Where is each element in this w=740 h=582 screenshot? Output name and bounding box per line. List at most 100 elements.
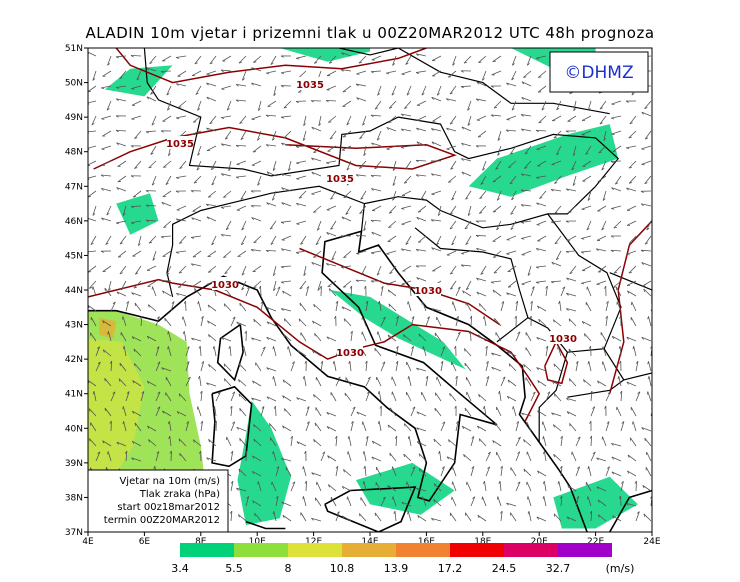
wind-head [296,203,299,206]
wind-head [315,242,319,246]
wind-head [387,485,390,489]
wind-arrow [252,265,262,273]
wind-arrow [245,286,251,297]
wind-arrow [537,470,547,477]
wind-head [611,208,615,210]
wind-arrow [175,190,187,193]
wind-head [611,133,615,136]
wind-arrow [552,319,562,327]
wind-shaft [176,205,187,211]
wind-arrow [551,380,562,387]
wind-shaft [433,498,442,507]
wind-head [341,52,344,56]
wind-head [156,316,160,319]
wind-head [565,188,569,192]
wind-arrow [239,115,247,124]
wind-head [388,303,391,307]
wind-head [118,378,121,382]
wind-arrow [115,115,127,118]
wind-head [532,391,536,395]
wind-head [580,251,584,254]
wind-arrow [506,115,517,121]
wind-head [302,496,304,500]
wind-shaft [482,496,487,507]
wind-arrow [527,265,532,276]
wind-shaft [257,100,262,111]
wind-arrow [406,85,412,96]
wind-arrow [280,173,292,177]
wind-shaft [470,496,476,507]
wind-shaft [131,85,142,89]
wind-arrow [191,337,202,342]
wind-arrow [590,406,596,417]
wind-shaft [206,96,217,102]
wind-head [450,167,454,170]
wind-shaft [588,466,592,477]
wind-arrow [88,160,97,166]
wind-head [552,424,555,428]
wind-shaft [452,466,457,477]
wind-arrow [206,145,217,152]
lat-label: 38N [65,493,83,503]
wind-arrow [253,280,262,289]
wind-shading [116,193,159,235]
wind-head [478,394,480,398]
wind-arrow [416,100,427,106]
wind-arrow [257,175,262,186]
wind-head [581,238,585,240]
wind-shaft [166,265,172,276]
wind-arrow [605,421,610,432]
wind-arrow [241,265,247,276]
wind-arrow [601,346,607,357]
wind-shaft [476,98,487,102]
wind-shaft [497,130,502,141]
wind-arrow [483,480,487,492]
wind-head [641,148,645,150]
wind-shaft [418,453,427,462]
wind-arrow [176,205,187,211]
wind-shaft [404,100,412,109]
wind-head [313,151,317,154]
wind-shaft [314,422,322,432]
wind-shaft [387,235,397,242]
wind-arrow [178,100,187,108]
wind-shaft [320,451,326,462]
wind-arrow [500,376,506,387]
wind-arrow [371,55,382,61]
wind-arrow [611,456,622,462]
wind-arrow [465,190,472,200]
wind-arrow [460,85,472,89]
wind-head [116,187,119,191]
wind-arrow [628,175,637,184]
wind-arrow [175,55,187,59]
wind-head [116,142,119,146]
wind-arrow [376,130,382,141]
wind-shaft [356,411,367,417]
wind-shaft [282,514,292,522]
wind-head [272,376,274,380]
wind-shaft [226,436,232,447]
wind-arrow [628,160,637,169]
wind-shaft [521,189,532,192]
wind-shaft [313,394,322,402]
wind-arrow [408,285,412,297]
wind-arrow [506,292,517,297]
wind-arrow [313,55,322,64]
wind-shaft [236,99,247,102]
wind-shaft [572,145,577,156]
wind-head [304,360,307,364]
wind-shaft [511,190,517,201]
wind-shaft [350,421,354,432]
wind-arrow [434,407,442,417]
wind-head [232,421,235,424]
wind-shaft [342,130,352,138]
wind-arrow [497,145,502,156]
wind-head [618,495,621,499]
wind-arrow [515,331,521,342]
wind-arrow [361,265,367,276]
wind-arrow [597,265,607,273]
wind-shaft [521,128,532,132]
wind-arrow [455,286,461,297]
wind-head [640,203,644,207]
wind-shaft [125,301,130,312]
